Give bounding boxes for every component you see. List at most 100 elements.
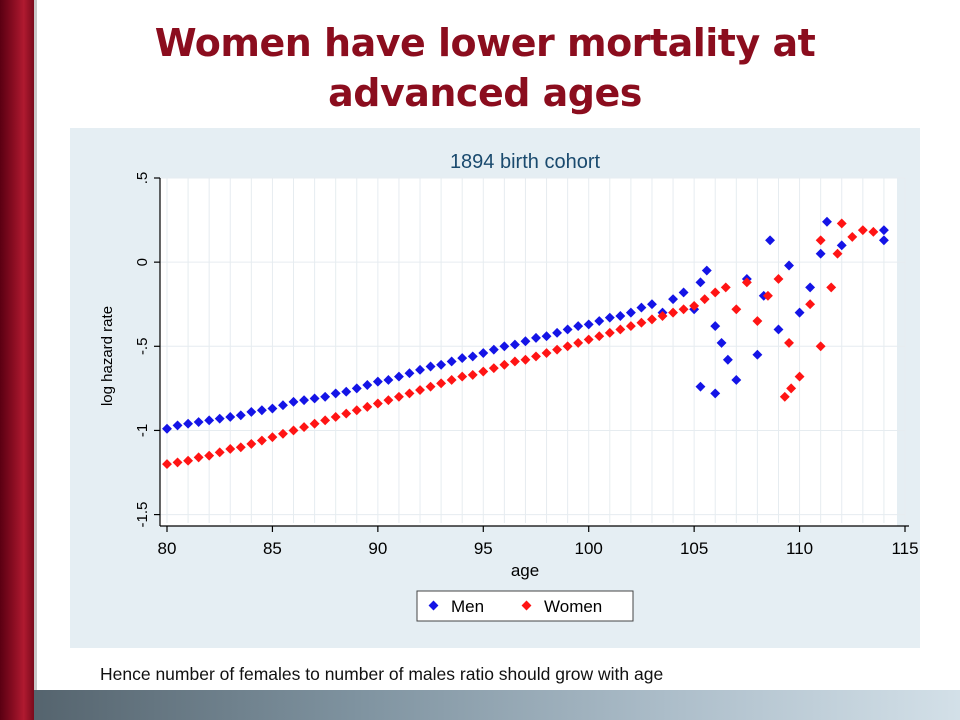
- x-axis-label: age: [511, 561, 539, 580]
- women-point: [204, 450, 215, 461]
- women-point: [832, 248, 843, 259]
- x-tick-label: 80: [158, 539, 177, 558]
- women-point: [362, 401, 373, 412]
- women-point: [415, 385, 425, 395]
- women-point: [868, 226, 879, 237]
- men-point: [425, 361, 436, 372]
- men-point: [415, 364, 425, 375]
- men-point: [701, 265, 712, 276]
- women-point: [531, 351, 541, 362]
- men-point: [193, 417, 204, 427]
- men-point: [583, 319, 594, 330]
- x-tick-label: 105: [680, 539, 708, 558]
- men-point: [235, 410, 246, 421]
- slide-title: Women have lower mortality at advanced a…: [154, 21, 816, 115]
- women-point: [710, 287, 721, 298]
- men-point: [594, 316, 605, 326]
- women-point: [330, 412, 341, 422]
- men-point: [710, 321, 721, 332]
- men-point: [499, 341, 510, 352]
- women-point: [636, 317, 647, 328]
- x-tick-label: 110: [786, 539, 813, 558]
- women-point: [857, 225, 868, 236]
- y-tick-label: .5: [134, 172, 151, 185]
- women-point: [267, 432, 278, 443]
- women-point: [235, 442, 246, 453]
- men-point: [330, 388, 341, 399]
- men-point: [636, 302, 647, 313]
- women-point: [762, 290, 773, 301]
- men-point: [716, 337, 727, 348]
- men-point: [695, 381, 706, 392]
- y-tick-label: -1: [134, 424, 151, 437]
- x-tick-label: 115: [891, 539, 918, 558]
- women-point: [162, 459, 172, 470]
- men-point: [784, 260, 794, 271]
- women-point: [773, 274, 784, 284]
- men-point: [615, 311, 626, 321]
- men-point: [162, 423, 172, 434]
- legend: Men Women: [416, 590, 634, 622]
- women-point: [752, 316, 763, 326]
- axes: 80 85 90 95 100 105 110 115 -1.5 -1 -.5 0 .5: [134, 172, 919, 558]
- women-point: [246, 438, 257, 449]
- women-point: [193, 452, 204, 463]
- left-decorative-bar: [0, 0, 37, 720]
- women-point: [457, 371, 468, 382]
- women-point: [625, 321, 636, 332]
- men-point: [878, 235, 889, 246]
- women-point: [351, 405, 362, 416]
- women-point: [784, 337, 794, 348]
- women-point: [731, 304, 742, 315]
- women-point: [372, 398, 383, 409]
- women-point: [573, 337, 584, 348]
- women-point: [341, 408, 352, 419]
- men-point: [552, 327, 563, 338]
- women-point: [562, 341, 573, 352]
- women-point: [815, 235, 826, 246]
- men-point: [695, 277, 706, 288]
- men-point: [668, 294, 679, 305]
- men-point: [541, 331, 552, 342]
- slide-caption: Hence number of females to number of mal…: [100, 664, 664, 684]
- grid-lines: [160, 177, 906, 523]
- legend-label-men: Men: [451, 597, 484, 616]
- men-point: [752, 349, 763, 360]
- women-point: [583, 334, 594, 345]
- plot-area: [160, 178, 897, 526]
- chart-title: 1894 birth cohort: [450, 151, 601, 173]
- men-point: [647, 299, 657, 310]
- women-point: [657, 311, 668, 321]
- men-point: [509, 339, 520, 350]
- men-point: [393, 371, 404, 382]
- women-point: [668, 307, 679, 318]
- men-point: [678, 287, 689, 298]
- men-point: [878, 225, 889, 236]
- women-point: [647, 314, 657, 325]
- women-point: [689, 300, 700, 311]
- women-point: [779, 391, 790, 402]
- women-point: [393, 391, 404, 402]
- women-point: [383, 395, 394, 406]
- men-point: [467, 351, 478, 362]
- men-point: [731, 375, 742, 385]
- men-point: [520, 336, 531, 347]
- women-point: [678, 304, 689, 315]
- x-tick-label: 85: [263, 539, 282, 558]
- women-point: [794, 371, 805, 382]
- men-point: [341, 386, 352, 397]
- bottom-decorative-bar: [34, 690, 960, 720]
- x-tick-label: 100: [575, 539, 603, 558]
- men-point: [604, 312, 615, 323]
- men-point: [794, 307, 805, 318]
- men-point: [722, 354, 733, 365]
- women-point: [404, 388, 415, 399]
- men-point: [822, 216, 832, 227]
- men-point: [625, 307, 636, 318]
- men-point: [299, 395, 310, 406]
- women-point: [720, 282, 731, 293]
- men-point: [815, 248, 826, 259]
- men-point: [383, 375, 394, 385]
- legend-label-women: Women: [544, 597, 602, 616]
- legend-marker-women: [521, 600, 532, 611]
